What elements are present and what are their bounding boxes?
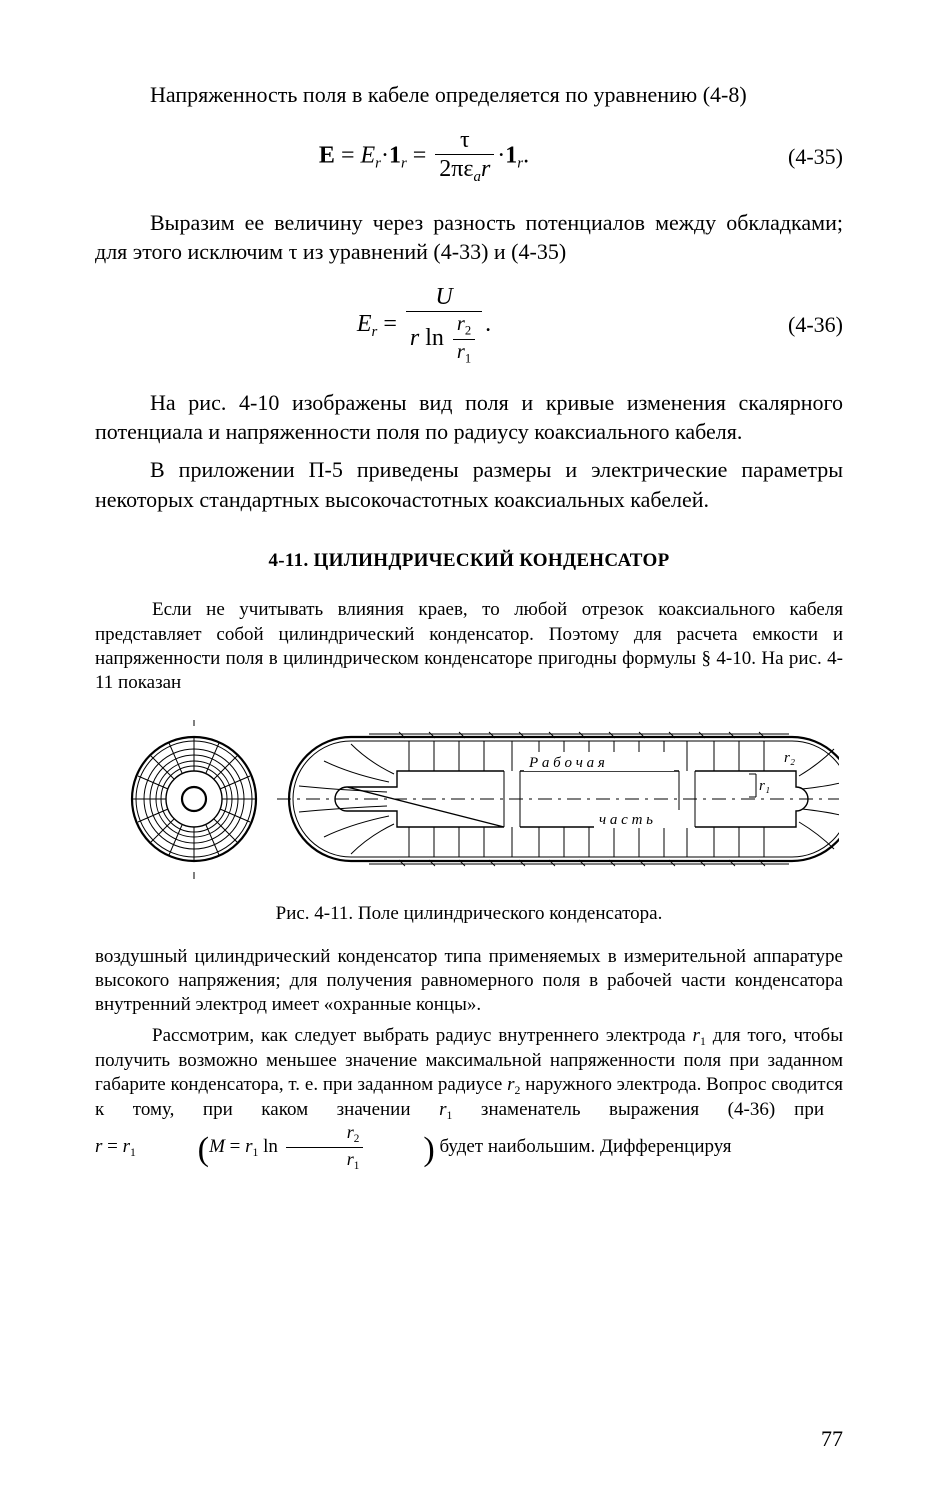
figure-caption: Рис. 4-11. Поле цилиндрического конденса… — [95, 903, 843, 925]
equation-4-35: E = Er·1r = τ 2πεar ·1r. (4-35) — [95, 128, 843, 186]
figure-4-11: Р а б о ч а я ч а с т ь r₂ r₁ — [95, 714, 843, 889]
equation-formula: E = Er·1r = τ 2πεar ·1r. — [95, 128, 753, 186]
equation-4-36: Er = U r ln r2 r1 . (4-36) — [95, 285, 843, 366]
paragraph: На рис. 4-10 изображены вид поля и кривы… — [95, 388, 843, 447]
equation-formula: Er = U r ln r2 r1 . — [95, 285, 753, 366]
paragraph-small: Рассмотрим, как следует выбрать радиус в… — [95, 1024, 843, 1173]
text-run: знаменатель выражения (4-36) при — [452, 1099, 843, 1120]
figure-label-part: ч а с т ь — [599, 812, 653, 828]
paragraph: Напряженность поля в кабеле определяется… — [95, 80, 843, 110]
equation-number: (4-35) — [753, 144, 843, 170]
paragraph-small: воздушный цилиндрический конденсатор тип… — [95, 945, 843, 1018]
paragraph: В приложении П-5 приведены размеры и эле… — [95, 455, 843, 514]
page-number: 77 — [821, 1426, 843, 1452]
capacitor-diagram-icon: Р а б о ч а я ч а с т ь r₂ r₁ — [99, 714, 839, 884]
page: Напряженность поля в кабеле определяется… — [0, 0, 933, 1500]
section-heading: 4-11. ЦИЛИНДРИЧЕСКИЙ КОНДЕНСАТОР — [95, 550, 843, 572]
figure-label-r2: r₂ — [784, 750, 795, 766]
paragraph-small: Если не учитывать влияния краев, то любо… — [95, 598, 843, 695]
paragraph: Выразим ее величину через разность потен… — [95, 208, 843, 267]
text-run: будет наибольшим. Дифференцируя — [435, 1136, 732, 1157]
figure-label-working: Р а б о ч а я — [528, 755, 605, 771]
equation-number: (4-36) — [753, 312, 843, 338]
text-run: Рассмотрим, как следует выбрать радиус в… — [152, 1025, 693, 1046]
figure-label-r1: r₁ — [759, 778, 770, 794]
